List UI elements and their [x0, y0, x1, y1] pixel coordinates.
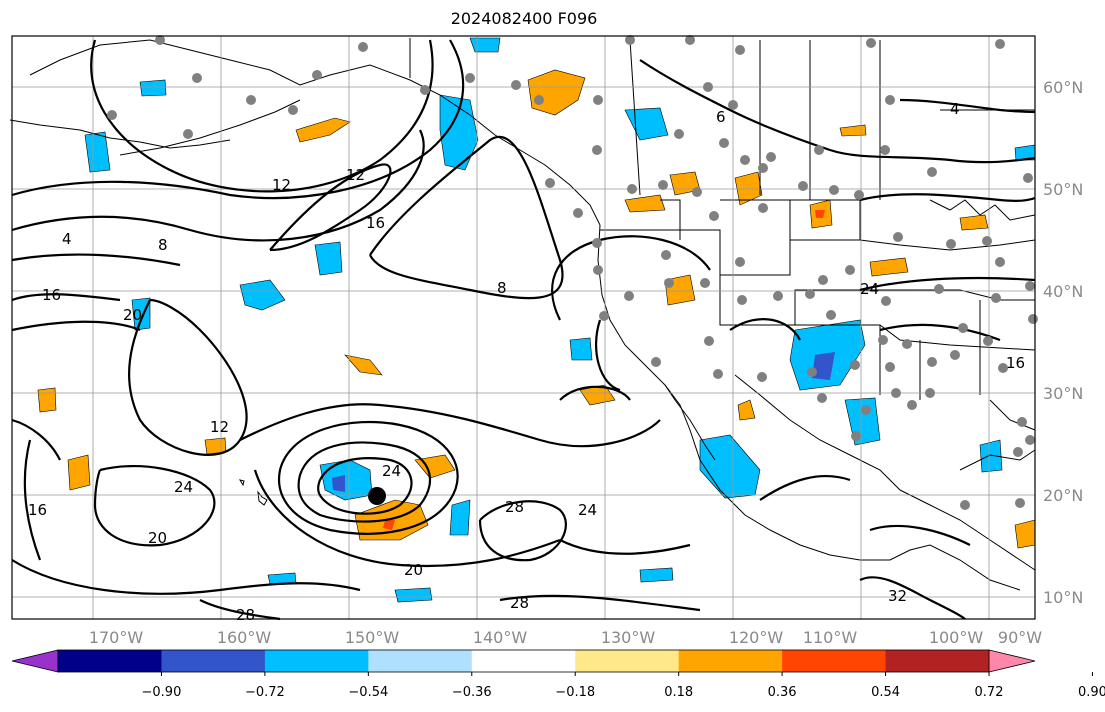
latitude-ticks: 60°N 50°N 40°N 30°N 20°N 10°N: [1043, 78, 1083, 607]
colorbar-tick-label: 0.36: [768, 685, 797, 700]
longitude-ticks: 170°W 160°W 150°W 140°W 130°W 120°W 110°…: [89, 628, 1042, 647]
contour-label: 4: [950, 100, 960, 118]
contour-label: 32: [888, 587, 907, 605]
contour-label: 28: [510, 594, 529, 612]
contour-label: 16: [28, 501, 47, 519]
lat-tick-label: 30°N: [1043, 384, 1083, 403]
colorbar-tick-label: −0.18: [555, 685, 595, 700]
colorbar-tick-label: 0.18: [664, 685, 693, 700]
contour-label: 8: [497, 279, 507, 297]
colorbar-cell: [161, 650, 266, 672]
contour-label: 16: [366, 214, 385, 232]
lon-tick-label: 170°W: [89, 628, 144, 647]
map-title: 2024082400 F096: [450, 9, 598, 28]
colorbar-tick-label: −0.54: [348, 685, 388, 700]
contour-label: 20: [148, 529, 167, 547]
contour-label: 28: [236, 606, 255, 624]
colorbar-left-arrow: [11, 649, 59, 673]
lat-tick-label: 10°N: [1043, 588, 1083, 607]
colorbar-tick-label: −0.36: [452, 685, 492, 700]
lon-tick-label: 120°W: [729, 628, 784, 647]
contour-label: 4: [62, 230, 72, 248]
contour-label: 16: [1006, 354, 1025, 372]
observation-dots: [107, 35, 1038, 510]
colorbar-cell: [264, 650, 369, 672]
colorbar-cell: [885, 650, 990, 672]
colorbar-cell: [368, 650, 473, 672]
lat-tick-label: 50°N: [1043, 180, 1083, 199]
contour-label: 12: [272, 176, 291, 194]
lon-tick-label: 140°W: [473, 628, 528, 647]
contour-label: 24: [382, 462, 401, 480]
map-frame: [11, 35, 1036, 620]
colorbar-cell: [678, 650, 783, 672]
colorbar-tick-label: 0.54: [871, 685, 900, 700]
lat-tick-label: 40°N: [1043, 282, 1083, 301]
contour-label: 28: [505, 498, 524, 516]
colorbar-outline: [57, 649, 990, 673]
contour-label: 16: [42, 286, 61, 304]
lon-tick-label: 110°W: [803, 628, 858, 647]
lon-tick-label: 150°W: [345, 628, 400, 647]
storm-center-marker: [368, 487, 386, 505]
colorbar-cell: [782, 650, 887, 672]
contour-label: 20: [123, 306, 142, 324]
contour-lines: [11, 39, 1036, 621]
colorbar-right-arrow: [988, 649, 1036, 673]
contour-label-group: 4 8 12 12 16 16 16 20 20 24 24 24 28 28 …: [28, 100, 1025, 624]
contour-label: 24: [174, 478, 193, 496]
lat-tick-label: 60°N: [1043, 78, 1083, 97]
contour-label: 8: [158, 236, 168, 254]
contour-label: 12: [210, 418, 229, 436]
contour-label: 24: [860, 280, 879, 298]
colorbar-cell: [471, 650, 576, 672]
lon-tick-label: 90°W: [998, 628, 1042, 647]
lon-tick-label: 100°W: [929, 628, 984, 647]
colorbar-tick-label: 0.90: [1078, 685, 1105, 700]
contour-label: 24: [578, 501, 597, 519]
colorbar-cell: [575, 650, 680, 672]
lon-tick-label: 160°W: [217, 628, 272, 647]
colorbar-tick-label: 0.72: [975, 685, 1004, 700]
contour-label: 6: [716, 108, 726, 126]
contour-label: 12: [346, 166, 365, 184]
colorbar-tick-label: −0.72: [245, 685, 285, 700]
contour-label: 20: [404, 561, 423, 579]
colorbar: −0.90 −0.72 −0.54 −0.36 −0.18 0.18 0.36 0.54 0.7…: [11, 649, 1105, 700]
lon-tick-label: 130°W: [601, 628, 656, 647]
colorbar-tick-label: −0.90: [142, 685, 182, 700]
colorbar-cell: [58, 650, 162, 672]
coastlines: [9, 38, 1036, 591]
lat-tick-label: 20°N: [1043, 486, 1083, 505]
